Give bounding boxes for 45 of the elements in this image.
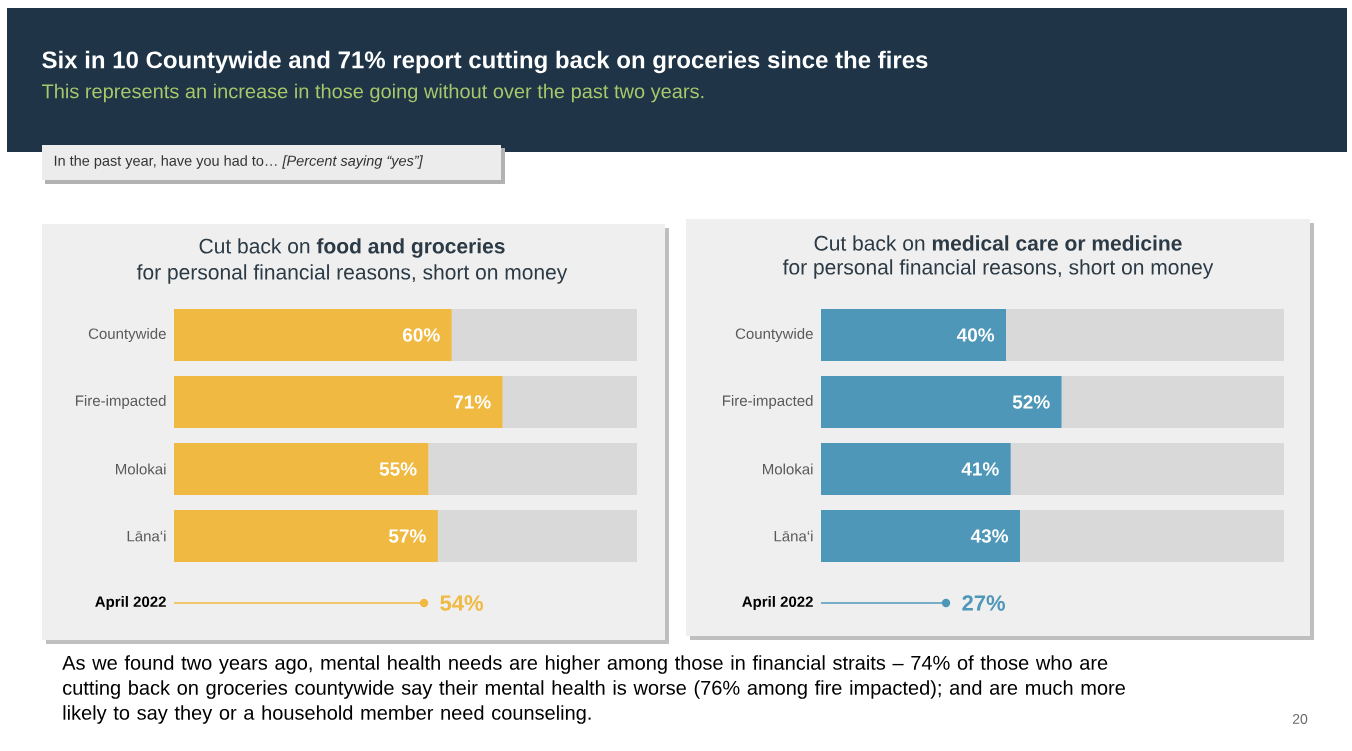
- chart-subtitle: for personal financial reasons, short on money: [782, 259, 1214, 279]
- chart-title: Cut back on medical care or medicine: [814, 235, 1182, 251]
- y-tick-label: April 2022: [95, 596, 166, 610]
- bar: [1006, 308, 1285, 361]
- bar: [502, 375, 637, 428]
- y-tick-label: Molokai: [763, 463, 813, 475]
- text: In the past year, have you had to… [Percent saying “yes”]: [54, 155, 423, 169]
- bar: [821, 375, 1062, 428]
- data-label: 27%: [962, 595, 1005, 611]
- bar: [821, 509, 1021, 562]
- y-tick-label: Molokai: [116, 463, 166, 475]
- y-tick-label: Fire-impacted: [723, 395, 813, 409]
- bar: [1020, 509, 1285, 562]
- bar: [1010, 442, 1285, 495]
- data-label: 57%: [388, 529, 426, 543]
- text: 20: [1292, 714, 1308, 724]
- text: This represents an increase in those going without over the past two years.: [42, 83, 704, 103]
- bar: [174, 375, 503, 428]
- bar: [437, 509, 637, 562]
- y-tick-label: Countywide: [735, 328, 813, 342]
- y-tick-label: Countywide: [88, 328, 166, 342]
- bar: [821, 308, 1007, 361]
- data-label: 43%: [970, 529, 1009, 543]
- y-tick-label: April 2022: [742, 596, 813, 610]
- bar: [428, 442, 637, 495]
- data-label: 54%: [440, 595, 483, 611]
- data-label: 52%: [1012, 395, 1050, 409]
- y-tick-label: Fire-impacted: [76, 395, 166, 409]
- text: Six in 10 Countywide and 71% report cutting back on groceries since the fires: [42, 50, 928, 74]
- bar: [174, 509, 438, 562]
- y-tick-label: Lāna‘i: [774, 530, 813, 542]
- bar: [821, 442, 1011, 495]
- y-tick-label: Lāna‘i: [127, 530, 166, 542]
- chart-subtitle: for personal financial reasons, short on money: [136, 264, 568, 284]
- bar: [174, 308, 452, 361]
- bar: [451, 308, 637, 361]
- bar: [174, 442, 429, 495]
- data-label: 41%: [961, 462, 999, 476]
- data-label: 60%: [402, 328, 440, 342]
- chart-title: Cut back on food and groceries: [199, 238, 505, 258]
- text: As we found two years ago, mental health needs are higher among those in financial straits – 74% of those who are cutting back on groceries countywide say their mental health is worse (76% among fire impacted); and are much more likely to say they or a household member need counseling.: [62, 655, 1125, 724]
- data-label: 40%: [956, 328, 995, 342]
- bar: [1061, 375, 1285, 428]
- data-label: 71%: [453, 395, 491, 409]
- data-label: 55%: [379, 462, 417, 476]
